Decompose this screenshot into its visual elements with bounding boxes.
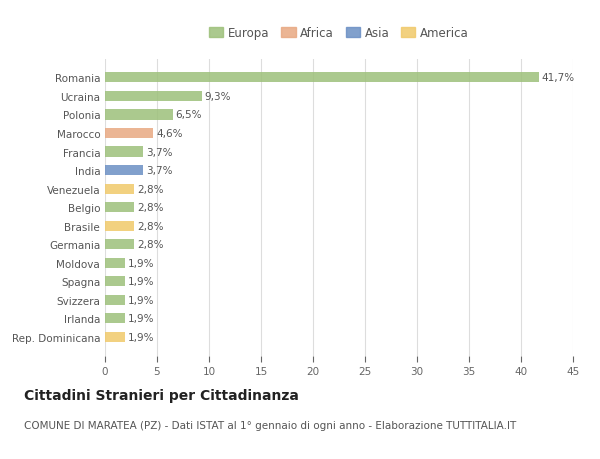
Bar: [105, 147, 143, 157]
Bar: [105, 184, 134, 194]
Bar: [105, 92, 202, 102]
Text: 9,3%: 9,3%: [205, 92, 232, 102]
Bar: [105, 73, 539, 83]
Bar: [105, 129, 153, 139]
Legend: Europa, Africa, Asia, America: Europa, Africa, Asia, America: [209, 27, 469, 40]
Text: 41,7%: 41,7%: [542, 73, 575, 83]
Bar: [105, 277, 125, 287]
Text: 6,5%: 6,5%: [176, 110, 202, 120]
Text: Cittadini Stranieri per Cittadinanza: Cittadini Stranieri per Cittadinanza: [24, 388, 299, 402]
Text: 1,9%: 1,9%: [128, 313, 154, 324]
Text: 1,9%: 1,9%: [128, 258, 154, 268]
Bar: [105, 110, 173, 120]
Text: 2,8%: 2,8%: [137, 203, 164, 213]
Text: 1,9%: 1,9%: [128, 295, 154, 305]
Text: 4,6%: 4,6%: [156, 129, 182, 139]
Text: 1,9%: 1,9%: [128, 332, 154, 342]
Bar: [105, 166, 143, 176]
Text: 2,8%: 2,8%: [137, 221, 164, 231]
Bar: [105, 258, 125, 268]
Text: 1,9%: 1,9%: [128, 277, 154, 287]
Text: 2,8%: 2,8%: [137, 240, 164, 250]
Text: 3,7%: 3,7%: [146, 147, 173, 157]
Bar: [105, 313, 125, 324]
Bar: [105, 221, 134, 231]
Bar: [105, 202, 134, 213]
Bar: [105, 240, 134, 250]
Bar: [105, 295, 125, 305]
Bar: [105, 332, 125, 342]
Text: COMUNE DI MARATEA (PZ) - Dati ISTAT al 1° gennaio di ogni anno - Elaborazione TU: COMUNE DI MARATEA (PZ) - Dati ISTAT al 1…: [24, 420, 516, 430]
Text: 2,8%: 2,8%: [137, 184, 164, 194]
Text: 3,7%: 3,7%: [146, 166, 173, 176]
